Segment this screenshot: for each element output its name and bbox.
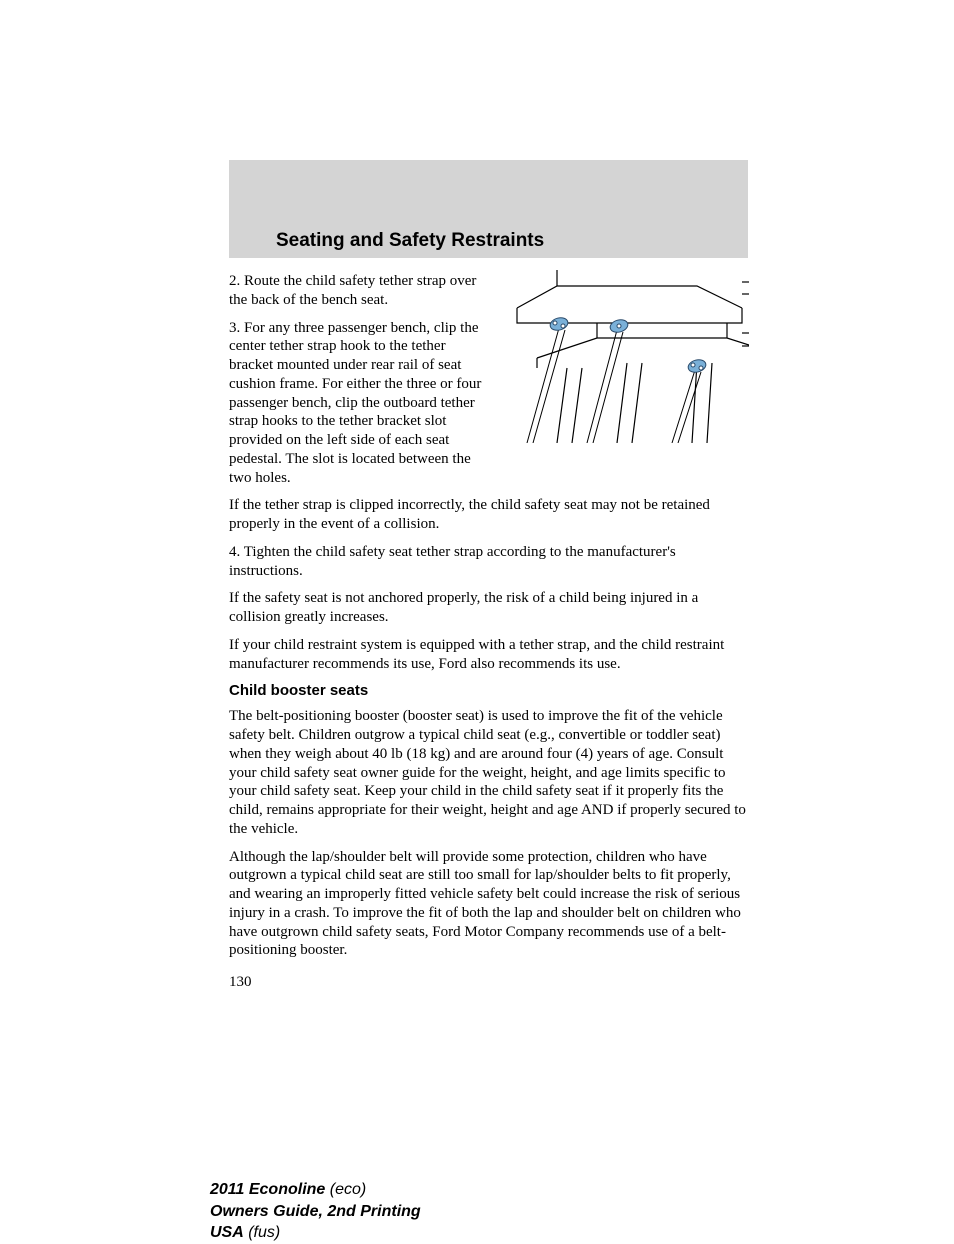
body-content: 2. Route the child safety tether strap o… xyxy=(229,272,748,991)
warning-anchor: If the safety seat is not anchored prope… xyxy=(229,589,748,627)
step-4: 4. Tighten the child safety seat tether … xyxy=(229,543,748,581)
footer-line-2: Owners Guide, 2nd Printing xyxy=(210,1201,421,1223)
step-3: 3. For any three passenger bench, clip t… xyxy=(229,319,484,488)
footer-line-3: USA (fus) xyxy=(210,1222,421,1244)
tether-recommend: If your child restraint system is equipp… xyxy=(229,636,748,674)
warning-clip: If the tether strap is clipped incorrect… xyxy=(229,496,748,534)
booster-subhead: Child booster seats xyxy=(229,682,748,699)
step-2: 2. Route the child safety tether strap o… xyxy=(229,272,484,310)
page-number: 130 xyxy=(229,974,748,991)
booster-para-1: The belt-positioning booster (booster se… xyxy=(229,707,748,838)
booster-para-2: Although the lap/shoulder belt will prov… xyxy=(229,848,748,961)
footer: 2011 Econoline (eco) Owners Guide, 2nd P… xyxy=(210,1179,421,1244)
section-title: Seating and Safety Restraints xyxy=(276,230,544,252)
footer-line-1: 2011 Econoline (eco) xyxy=(210,1179,421,1201)
